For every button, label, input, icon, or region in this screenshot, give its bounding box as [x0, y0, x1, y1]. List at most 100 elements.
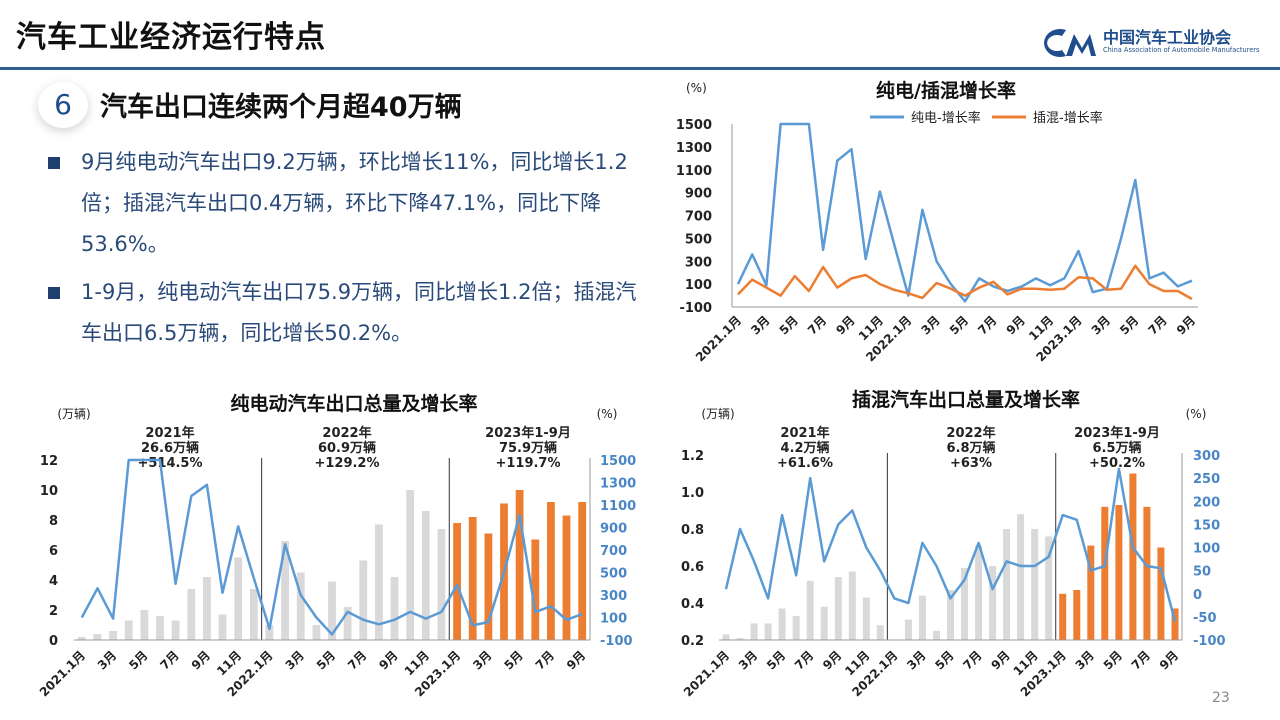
x-tick-label: 7月 [960, 648, 984, 672]
x-tick-label: 5月 [764, 648, 788, 672]
right-y-tick-label: 300 [600, 589, 627, 604]
y-axis-unit: (%) [686, 81, 707, 95]
y-tick-label: -100 [679, 301, 712, 316]
annotation-total: 6.5万辆 [1092, 440, 1141, 456]
export-volume-bar [1045, 536, 1053, 640]
x-tick-label: 5月 [1101, 648, 1125, 672]
y-tick-label: 700 [685, 210, 712, 225]
right-y-tick-label: 150 [1193, 518, 1220, 533]
export-volume-bar [359, 560, 368, 640]
x-tick-label: 5月 [932, 648, 956, 672]
export-volume-bar [77, 637, 86, 640]
annotation-year: 2022年 [946, 425, 995, 441]
export-volume-bar [1157, 547, 1165, 640]
export-volume-bar [531, 539, 540, 640]
export-volume-bar [140, 610, 149, 640]
chart-title: 纯电动汽车出口总量及增长率 [230, 392, 477, 415]
export-volume-bar [265, 625, 274, 640]
caam-logo [1044, 29, 1096, 57]
annotation-total: 75.9万辆 [499, 440, 557, 456]
export-volume-bar [390, 577, 399, 640]
export-volume-bar [406, 490, 415, 640]
left-y-tick-label: 0 [49, 634, 58, 649]
export-volume-bar [1115, 505, 1123, 640]
logo-english-name: China Association of Automobile Manufact… [1103, 46, 1260, 54]
export-volume-bar [1101, 506, 1109, 640]
left-axis-unit: (万辆) [57, 407, 90, 421]
export-volume-bar [312, 625, 321, 640]
export-volume-bar [515, 490, 524, 640]
export-volume-bar [1171, 608, 1179, 640]
export-volume-bar [234, 557, 243, 640]
export-volume-bar [975, 545, 983, 640]
export-volume-bar [961, 567, 968, 640]
export-volume-bar [249, 589, 258, 640]
annotation-year: 2023年1-9月 [1074, 425, 1160, 441]
right-y-tick-label: 100 [600, 612, 627, 627]
growth-rate-line [80, 458, 583, 636]
export-volume-bar [343, 607, 352, 640]
right-y-tick-label: 50 [1193, 565, 1211, 580]
right-y-tick-label: 0 [1193, 588, 1202, 603]
export-volume-bar [1073, 590, 1081, 640]
export-volume-bar [1143, 506, 1151, 640]
right-y-tick-label: 500 [600, 567, 627, 582]
page-title: 汽车工业经济运行特点 [16, 20, 326, 55]
left-y-tick-label: 0.4 [681, 597, 704, 612]
export-volume-bar [218, 614, 227, 640]
export-volume-bar [820, 606, 828, 640]
y-tick-label: 1300 [676, 141, 712, 156]
export-volume-bar [848, 571, 856, 640]
export-volume-bar [187, 589, 196, 640]
export-volume-bar [468, 517, 477, 640]
export-volume-bar [1003, 529, 1011, 640]
x-tick-label: 3月 [1073, 648, 1097, 672]
right-y-tick-label: 1300 [600, 477, 636, 492]
annotation-year: 2022年 [322, 425, 371, 441]
section-number-badge: 6 [38, 82, 88, 128]
logo-m-mark [1066, 34, 1096, 56]
y-tick-label: 1100 [676, 164, 712, 179]
y-tick-label: 500 [685, 232, 712, 247]
right-axis-unit: (%) [1186, 407, 1207, 421]
right-y-tick-label: -50 [1193, 611, 1217, 626]
export-volume-bar [1031, 529, 1039, 640]
y-tick-label: 900 [685, 187, 712, 202]
right-y-tick-label: 200 [1193, 495, 1220, 510]
right-y-tick-label: -100 [600, 634, 633, 649]
annotation-year: 2023年1-9月 [485, 425, 571, 441]
right-y-tick-label: 300 [1193, 449, 1220, 464]
y-tick-label: 100 [685, 278, 712, 293]
left-axis-unit: (万辆) [701, 407, 734, 421]
chart-title: 纯电/插混增长率 [876, 79, 1016, 102]
export-volume-bar [484, 533, 493, 640]
x-tick-label: 7月 [1129, 648, 1153, 672]
export-volume-bar [764, 623, 772, 640]
export-volume-bar [124, 620, 133, 640]
export-volume-bar [453, 523, 461, 640]
series-line-bev [736, 122, 1193, 303]
export-volume-bar [834, 577, 842, 640]
x-tick-label: 3月 [904, 648, 928, 672]
bullet-marker [48, 287, 60, 299]
bullet-text-1: 9月纯电动汽车出口9.2万辆，环比增长11%，同比增长1.2倍；插混汽车出口0.… [81, 150, 628, 256]
annotation-total: 6.8万辆 [946, 440, 995, 456]
export-volume-bar [171, 620, 180, 640]
page-number: 23 [1212, 690, 1230, 706]
annotation-year: 2021年 [780, 425, 829, 441]
export-volume-bar [203, 577, 211, 640]
export-volume-bar [918, 595, 926, 640]
logo-chinese-name: 中国汽车工业协会 [1103, 28, 1232, 47]
annotation-year: 2021年 [145, 425, 194, 441]
export-volume-bar [750, 623, 758, 640]
left-y-tick-label: 2 [49, 604, 58, 619]
left-y-tick-label: 4 [49, 574, 58, 589]
right-y-tick-label: 900 [600, 522, 627, 537]
export-volume-bar [1017, 514, 1025, 640]
export-volume-bar [375, 524, 383, 640]
right-y-tick-label: 700 [600, 544, 627, 559]
left-y-tick-label: 0.2 [681, 634, 704, 649]
right-y-tick-label: -100 [1193, 634, 1226, 649]
bullet-marker [48, 157, 60, 169]
